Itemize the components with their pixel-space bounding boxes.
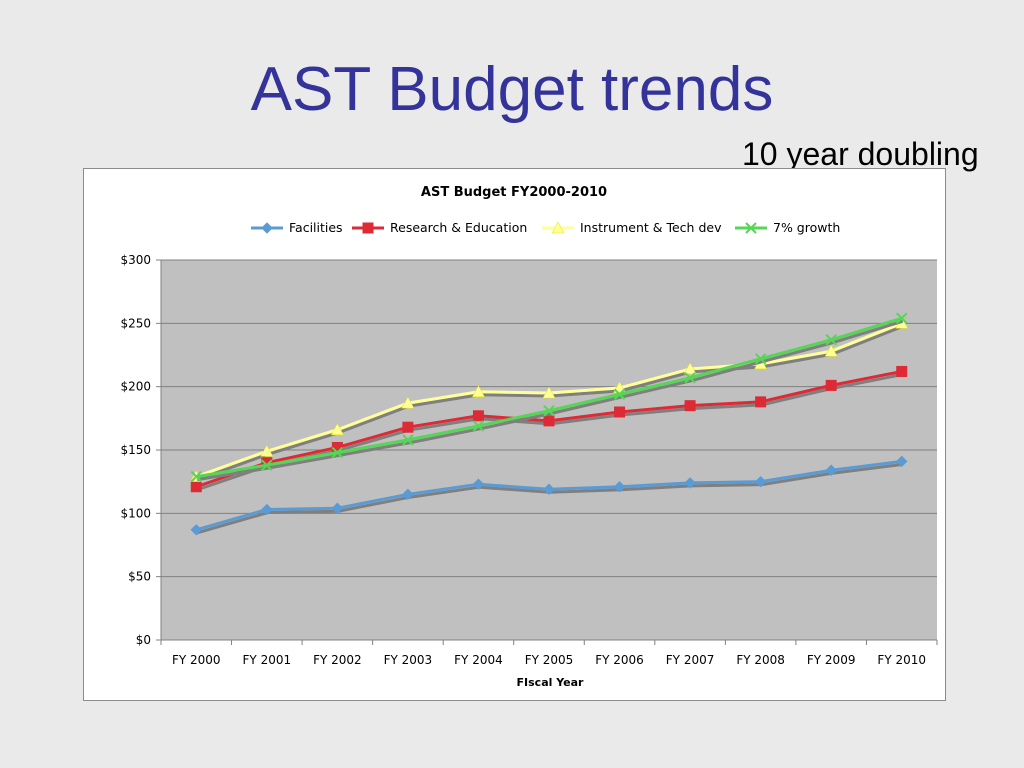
legend-label: Facilities — [289, 220, 343, 235]
x-tick-label: FY 2005 — [525, 653, 574, 667]
data-point — [190, 524, 202, 536]
x-tick-label: FY 2002 — [313, 653, 362, 667]
data-point — [331, 446, 344, 459]
legend-label: Instrument & Tech dev — [580, 220, 722, 235]
legend-item: 7% growth — [735, 220, 840, 235]
data-point — [261, 503, 273, 516]
data-point — [825, 464, 837, 476]
y-axis-ticks: $0 $50 $100 $150 $200 $250 $300 — [120, 253, 161, 647]
data-point — [472, 385, 485, 397]
data-point — [543, 415, 555, 427]
data-point — [551, 221, 565, 234]
data-point — [684, 477, 696, 489]
chart-title: AST Budget FY2000-2010 — [421, 185, 607, 200]
data-point — [472, 420, 485, 432]
data-point — [330, 423, 344, 435]
data-point — [755, 396, 767, 408]
data-point — [472, 478, 485, 490]
data-point — [543, 483, 555, 495]
data-point — [613, 388, 626, 400]
x-axis-title: FIscal Year — [517, 676, 585, 689]
data-point — [402, 488, 414, 501]
y-tick-label: $0 — [136, 633, 151, 647]
data-point — [684, 372, 696, 384]
y-tick-label: $100 — [120, 506, 151, 520]
data-point — [261, 222, 273, 234]
y-tick-label: $250 — [120, 316, 151, 330]
legend-label: 7% growth — [773, 220, 840, 235]
data-point — [261, 457, 273, 469]
x-tick-label: FY 2007 — [666, 653, 715, 667]
x-axis-ticks: FY 2000 FY 2001 FY 2002 FY 2003 FY 2004 FY 20… — [160, 640, 938, 667]
data-point — [472, 410, 484, 422]
data-point — [402, 421, 414, 433]
y-tick-label: $150 — [120, 443, 151, 457]
x-tick-label: FY 2003 — [384, 653, 433, 667]
data-point — [543, 405, 555, 417]
x-tick-label: FY 2008 — [736, 653, 785, 667]
x-tick-label: FY 2004 — [454, 653, 503, 667]
slide-title: AST Budget trends — [250, 55, 774, 124]
y-tick-label: $300 — [120, 253, 151, 267]
data-point — [190, 470, 202, 483]
chart-legend: Facilities Research & Education Instrument… — [251, 220, 840, 235]
data-point — [614, 406, 626, 418]
data-point — [754, 475, 767, 488]
data-point — [896, 312, 908, 324]
x-tick-label: FY 2000 — [172, 653, 221, 667]
data-point — [331, 502, 344, 514]
series-shadow — [197, 319, 904, 482]
legend-item: Instrument & Tech dev — [542, 220, 722, 235]
annotation-label: 10 year doubling — [742, 136, 979, 172]
y-tick-label: $200 — [120, 380, 151, 394]
x-tick-label: FY 2001 — [243, 653, 292, 667]
data-point — [745, 222, 757, 234]
data-point — [754, 353, 767, 365]
x-tick-label: FY 2006 — [595, 653, 644, 667]
x-tick-label: FY 2010 — [877, 653, 926, 667]
data-point — [402, 434, 414, 446]
data-point — [190, 481, 202, 493]
data-point — [260, 444, 274, 457]
data-point — [542, 386, 556, 399]
series-3 — [190, 312, 908, 483]
data-point — [824, 344, 838, 357]
data-point — [261, 459, 273, 471]
data-point — [362, 222, 374, 234]
series-layer — [189, 312, 909, 536]
data-point — [683, 362, 697, 375]
data-point — [825, 379, 837, 391]
y-tick-label: $50 — [128, 570, 151, 584]
chart-container: AST Budget FY2000-2010 Facilities Researc… — [83, 168, 946, 701]
data-point — [896, 365, 908, 377]
data-point — [613, 481, 626, 493]
data-point — [896, 455, 908, 468]
data-point — [825, 334, 837, 346]
legend-item: Research & Education — [352, 220, 527, 235]
data-point — [401, 396, 415, 409]
x-tick-label: FY 2009 — [807, 653, 856, 667]
line-chart: AST Budget FY2000-2010 Facilities Researc… — [120, 185, 938, 689]
data-point — [331, 441, 343, 453]
legend-item: Facilities — [251, 220, 343, 235]
data-point — [684, 400, 696, 412]
legend-label: Research & Education — [390, 220, 527, 235]
series-0 — [190, 455, 908, 536]
